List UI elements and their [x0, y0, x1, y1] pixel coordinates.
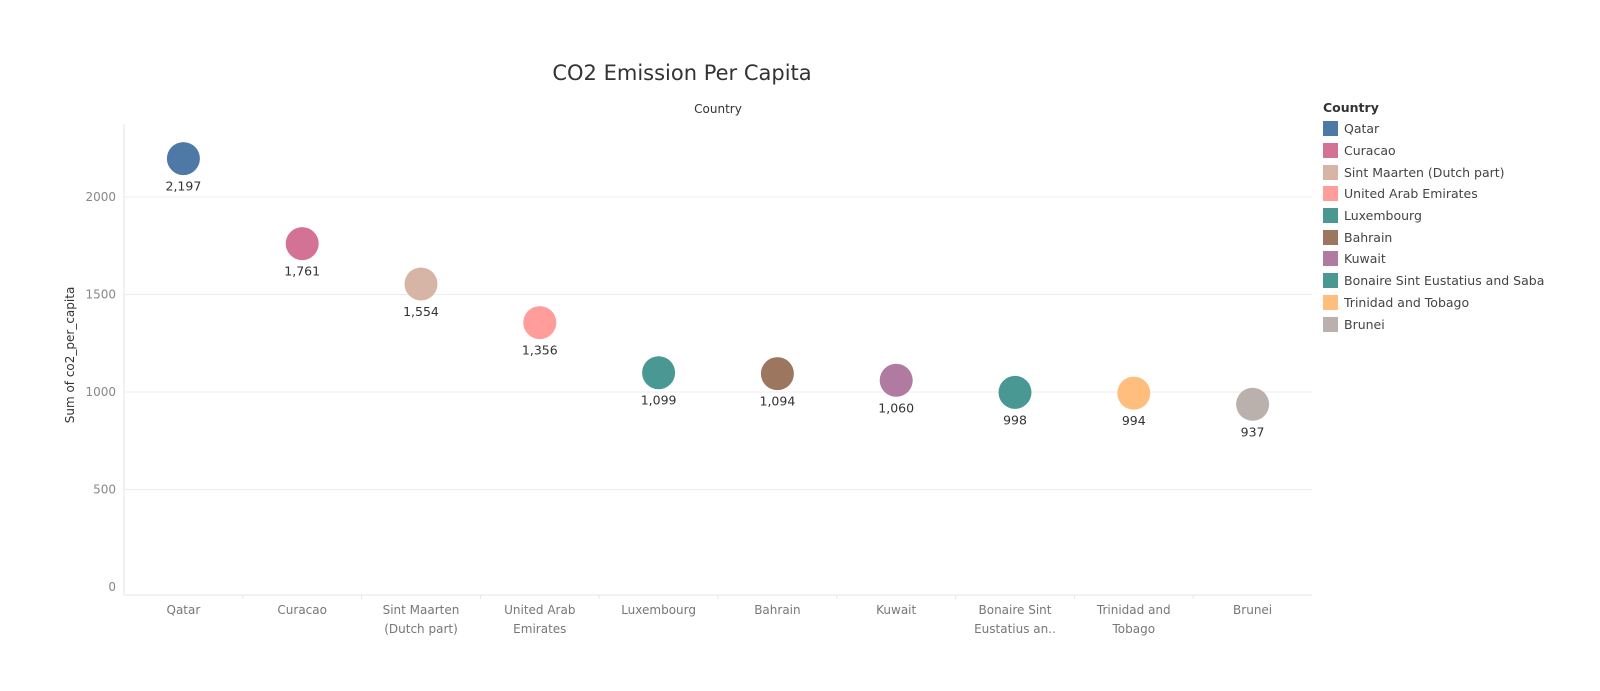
data-point [404, 267, 438, 301]
legend: Country Qatar Curacao Sint Maarten (Dutch … [1323, 100, 1593, 335]
legend-label: Qatar [1344, 121, 1380, 137]
data-label: 994 [1122, 413, 1146, 428]
legend-item: Curacao [1323, 140, 1593, 162]
x-tick-label: Curacao [277, 603, 327, 617]
x-tick-label: Bahrain [754, 603, 800, 617]
data-label: 998 [1003, 412, 1027, 427]
data-point [285, 227, 319, 261]
data-point [1117, 376, 1151, 410]
legend-label: Brunei [1344, 316, 1385, 332]
legend-swatch [1323, 294, 1338, 310]
chart-title: CO2 Emission Per Capita [552, 61, 811, 85]
x-tick-label: Emirates [513, 622, 566, 636]
legend-title: Country [1323, 100, 1379, 115]
data-label: 1,356 [522, 343, 558, 358]
data-point [760, 357, 794, 391]
data-point [523, 306, 557, 340]
data-point [1236, 387, 1270, 421]
data-label: 937 [1241, 424, 1265, 439]
x-tick-label: Kuwait [876, 603, 916, 617]
y-axis-label: Sum of co2_per_capita [63, 287, 77, 424]
legend-item: Qatar [1323, 118, 1593, 140]
legend-item: Bonaire Sint Eustatius and Saba [1323, 270, 1593, 292]
data-points [166, 142, 1270, 421]
legend-label: Trinidad and Tobago [1344, 294, 1470, 310]
legend-label: Curacao [1344, 143, 1396, 159]
x-tick-label: Sint Maarten [383, 603, 460, 617]
legend-swatch [1323, 186, 1338, 202]
legend-label: Kuwait [1344, 251, 1386, 267]
legend-swatch [1323, 208, 1338, 224]
legend-label: Sint Maarten (Dutch part) [1344, 164, 1505, 180]
data-labels: 2,197 1,761 1,554 1,356 1,099 1,094 1,060 998 99… [166, 179, 1265, 440]
y-tick-label: 1500 [85, 288, 116, 302]
data-label: 1,060 [878, 400, 914, 415]
data-point [998, 375, 1032, 409]
y-tick-label: 0 [108, 580, 116, 594]
data-label: 1,094 [760, 394, 796, 409]
x-tick-label: Eustatius an.. [974, 622, 1056, 636]
x-tick-label: Brunei [1233, 603, 1272, 617]
legend-label: Bahrain [1344, 229, 1393, 245]
legend-item: Sint Maarten (Dutch part) [1323, 161, 1593, 183]
legend-label: Bonaire Sint Eustatius and Saba [1344, 273, 1545, 289]
legend-item: Luxembourg [1323, 205, 1593, 227]
y-ticks: 0 500 1000 1500 2000 [85, 190, 116, 594]
legend-swatch [1323, 273, 1338, 289]
legend-item: Bahrain [1323, 226, 1593, 248]
x-tick-label: Bonaire Sint [979, 603, 1052, 617]
legend-swatch [1323, 251, 1338, 267]
x-tick-label: Tobago [1112, 622, 1156, 636]
x-tick-label: (Dutch part) [384, 622, 458, 636]
legend-item: Brunei [1323, 313, 1593, 335]
data-label: 2,197 [166, 179, 202, 194]
legend-items: Qatar Curacao Sint Maarten (Dutch part) Uni… [1323, 118, 1593, 335]
legend-label: United Arab Emirates [1344, 186, 1478, 202]
legend-item: United Arab Emirates [1323, 183, 1593, 205]
x-ticks: Qatar Curacao Sint Maarten (Dutch part) Unit… [167, 595, 1272, 636]
legend-swatch [1323, 316, 1338, 332]
y-tick-label: 1000 [85, 385, 116, 399]
x-tick-label: Luxembourg [621, 603, 696, 617]
column-header: Country [694, 102, 742, 116]
legend-swatch [1323, 229, 1338, 245]
legend-swatch [1323, 164, 1338, 180]
data-label: 1,554 [403, 304, 439, 319]
legend-swatch [1323, 121, 1338, 137]
data-label: 1,761 [284, 264, 320, 279]
x-tick-label: Qatar [167, 603, 201, 617]
x-tick-label: Trinidad and [1096, 603, 1171, 617]
data-point [879, 363, 913, 397]
data-label: 1,099 [641, 393, 677, 408]
legend-item: Kuwait [1323, 248, 1593, 270]
y-tick-label: 2000 [85, 190, 116, 204]
data-point [166, 142, 200, 176]
legend-swatch [1323, 143, 1338, 159]
data-point [642, 356, 676, 390]
gridlines [124, 196, 1312, 490]
legend-item: Trinidad and Tobago [1323, 292, 1593, 314]
legend-label: Luxembourg [1344, 208, 1422, 224]
y-tick-label: 500 [93, 483, 116, 497]
x-tick-label: United Arab [504, 603, 575, 617]
